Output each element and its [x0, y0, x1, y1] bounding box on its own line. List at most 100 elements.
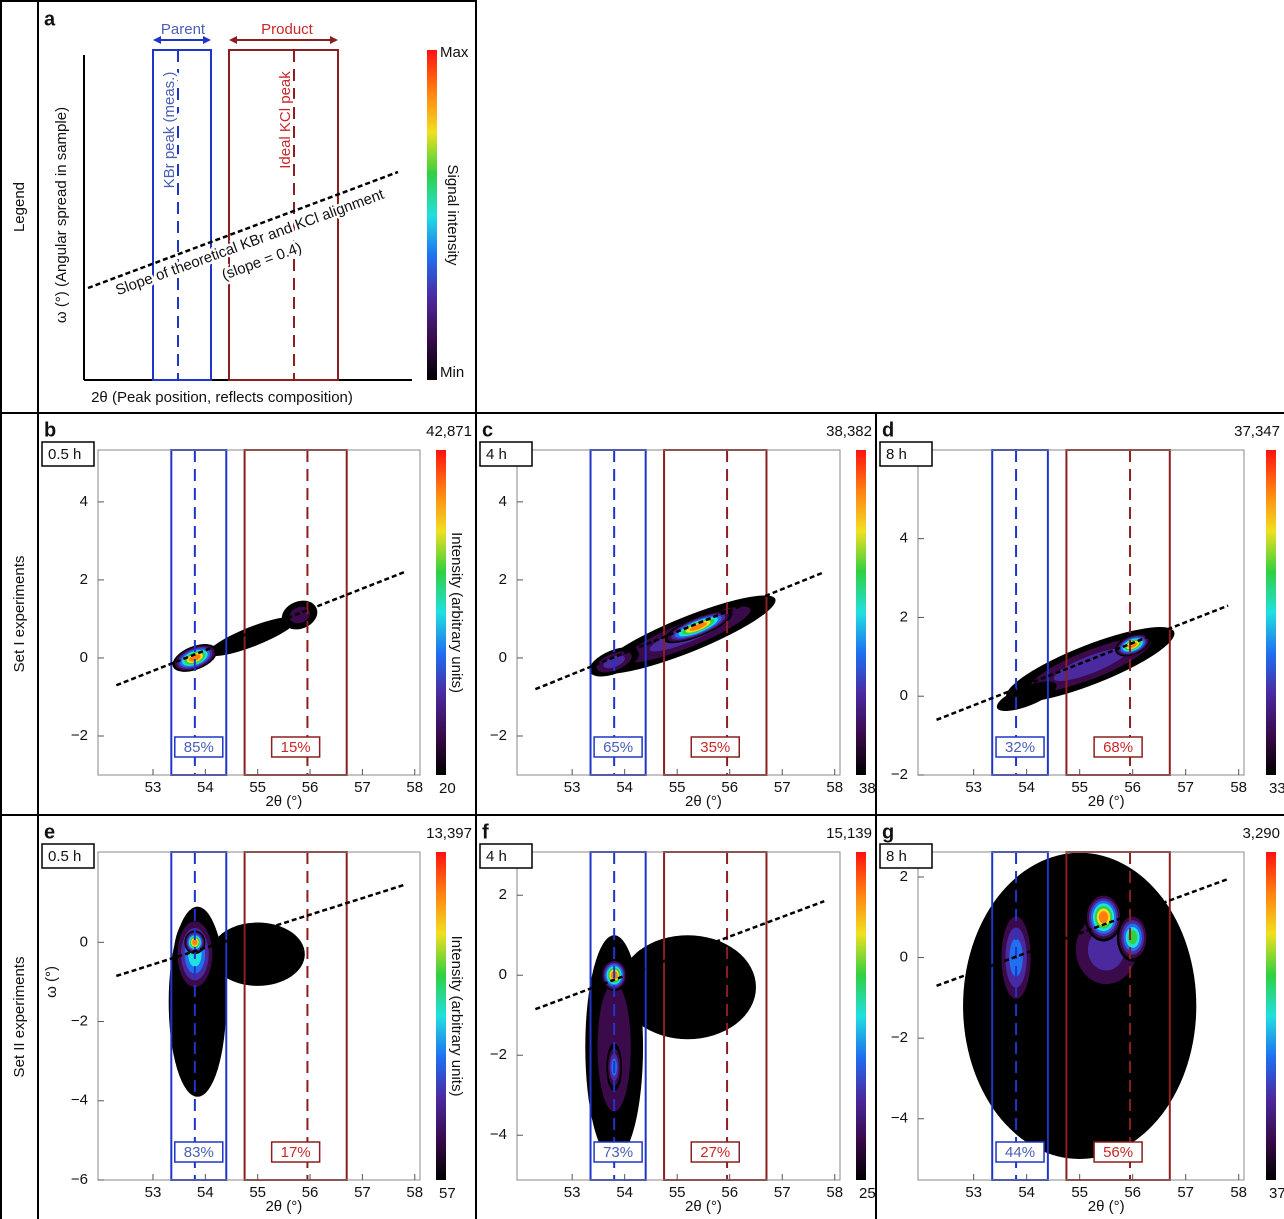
row-label: Set II experiments: [11, 957, 28, 1078]
panel-letter: d: [882, 419, 894, 441]
x-tick-label: 53: [145, 779, 162, 796]
plot-area: [589, 595, 776, 677]
colorbar: [436, 852, 446, 1180]
parent-label: Parent: [161, 21, 206, 38]
chart: 73% 27% 53 54 55 56 57 58 −4 −2 0 2 2θ (°) 25 f 15,139 4…: [479, 821, 876, 1215]
x-tick-label: 54: [616, 779, 633, 796]
x-tick-label: 58: [406, 779, 423, 796]
x-tick-label: 58: [406, 1184, 423, 1201]
x-tick-label: 55: [249, 779, 266, 796]
row-label: Legend: [11, 182, 28, 232]
y-tick-label: 2: [499, 886, 507, 903]
y-tick-label: −2: [891, 1029, 908, 1046]
x-tick-label: 58: [826, 779, 843, 796]
chart: 65% 35% 53 54 55 56 57 58 −2 0 2 4 2θ (°) 38 c 38,382 4 …: [479, 419, 876, 810]
parent-peak-label: KBr peak (meas.): [161, 72, 178, 189]
fraction-label: 68%: [1103, 739, 1133, 756]
fraction-label: 35%: [700, 739, 730, 756]
y-tick-label: 0: [900, 949, 908, 966]
alignment-line: [115, 883, 405, 978]
max-count: 37,347: [1234, 423, 1280, 440]
y-tick-label: −2: [71, 727, 88, 744]
fraction-box: [690, 736, 741, 758]
fraction-label: 32%: [1005, 739, 1035, 756]
y-tick-label: 2: [499, 571, 507, 588]
x-tick-label: 57: [1177, 1184, 1194, 1201]
y-tick-label: −2: [490, 1046, 507, 1063]
y-tick-label: 0: [499, 649, 507, 666]
alignment-line: [115, 570, 405, 687]
contour-level: [963, 852, 1197, 1160]
y-tick-label: −4: [891, 1110, 908, 1127]
fraction-box: [1093, 1141, 1143, 1163]
plot-frame: [97, 449, 421, 776]
x-tick-label: 57: [354, 1184, 371, 1201]
chart: 83% 17% 53 54 55 56 57 58 −6 −4 −2 0 2θ (°) ω (°) 57 In…: [41, 821, 472, 1215]
x-tick-label: 53: [564, 779, 581, 796]
fraction-label: 73%: [603, 1144, 633, 1161]
plot-area: [996, 627, 1175, 712]
fraction-label: 83%: [184, 1144, 214, 1161]
colorbar-label: Signal intensity: [444, 165, 461, 266]
y-tick-label: −4: [490, 1126, 507, 1143]
x-axis-label: 2θ (°): [265, 1198, 302, 1215]
time-box: [879, 843, 933, 869]
fraction-box: [270, 1141, 321, 1163]
fraction-label: 27%: [700, 1144, 730, 1161]
y-axis-label: ω (°) (Angular spread in sample): [53, 107, 70, 323]
colorbar: [436, 450, 446, 775]
product-peak-label: Ideal KCl peak: [277, 71, 294, 169]
max-count: 38,382: [826, 423, 872, 440]
alignment-line: [534, 570, 825, 691]
parent-box: [991, 449, 1049, 776]
x-tick-label: 53: [965, 779, 982, 796]
row-label: Set I experiments: [11, 556, 28, 673]
colorbar: [856, 852, 866, 1180]
panel-letter: e: [44, 821, 55, 843]
x-axis-label: 2θ (°): [1088, 793, 1125, 810]
time-box: [479, 843, 533, 869]
colorbar: [856, 450, 866, 775]
x-tick-label: 57: [774, 1184, 791, 1201]
x-tick-label: 56: [1124, 1184, 1141, 1201]
y-tick-label: −6: [71, 1171, 88, 1188]
x-tick-label: 55: [669, 1184, 686, 1201]
y-tick-label: 0: [900, 687, 908, 704]
x-tick-label: 53: [564, 1184, 581, 1201]
y-tick-label: 2: [900, 608, 908, 625]
colorbar-min: 33: [1269, 780, 1284, 797]
slope-label: Slope of theoretical KBr and KCl alignme…: [113, 186, 387, 300]
fraction-label: 85%: [184, 739, 214, 756]
product-label: Product: [261, 21, 314, 38]
x-tick-label: 58: [1230, 779, 1247, 796]
y-tick-label: −2: [891, 766, 908, 783]
plot-frame: [516, 851, 841, 1181]
max-count: 13,397: [426, 825, 472, 842]
fraction-label: 44%: [1005, 1144, 1035, 1161]
time-box: [879, 441, 933, 467]
panel-letter: a: [44, 8, 56, 30]
fraction-box: [174, 1141, 224, 1163]
contour-level: [619, 935, 756, 1040]
time-label: 8 h: [886, 446, 907, 463]
fraction-box: [1093, 736, 1143, 758]
x-tick-label: 58: [826, 1184, 843, 1201]
y-tick-label: −2: [71, 1013, 88, 1030]
chart: 32% 68% 53 54 55 56 57 58 −2 0 2 4 2θ (°) 33 d 37,347 8 …: [879, 419, 1284, 810]
y-tick-label: 0: [80, 933, 88, 950]
time-label: 0.5 h: [48, 848, 81, 865]
time-label: 8 h: [886, 848, 907, 865]
x-tick-label: 56: [302, 779, 319, 796]
y-tick-label: −2: [490, 727, 507, 744]
contour-level: [996, 681, 1057, 712]
plot-frame: [97, 851, 421, 1181]
y-tick-label: 2: [900, 868, 908, 885]
fraction-label: 56%: [1103, 1144, 1133, 1161]
x-tick-label: 55: [249, 1184, 266, 1201]
product-box: [243, 851, 348, 1181]
x-axis-label: 2θ (Peak position, reflects composition): [91, 389, 353, 406]
time-label: 4 h: [486, 848, 507, 865]
fraction-box: [593, 1141, 643, 1163]
plot-frame: [516, 449, 841, 776]
